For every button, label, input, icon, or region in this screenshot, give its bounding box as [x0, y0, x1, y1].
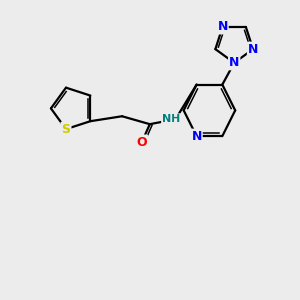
Text: N: N — [218, 20, 228, 34]
Text: N: N — [162, 114, 171, 124]
Text: N: N — [248, 43, 258, 56]
Text: N: N — [191, 130, 202, 142]
Text: S: S — [61, 123, 70, 136]
Text: O: O — [136, 136, 147, 148]
Text: N: N — [229, 56, 239, 69]
Text: H: H — [171, 114, 180, 124]
